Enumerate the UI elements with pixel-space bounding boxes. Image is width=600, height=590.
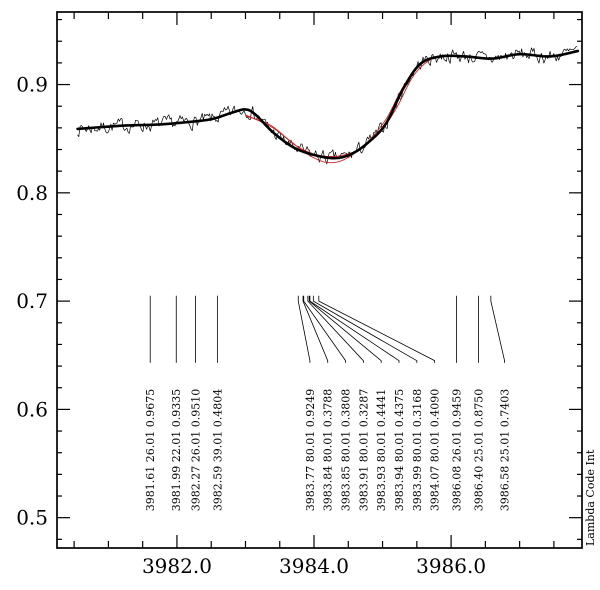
right-axis-label: Lambda Code Int — [584, 449, 597, 546]
smoothed-spectrum-line — [76, 49, 580, 160]
line-id-label: 3983.91 80.01 0.3287 — [357, 389, 370, 511]
line-id-label: 3983.93 80.01 0.4441 — [375, 389, 388, 511]
line-id-pointer — [490, 295, 505, 363]
line-id-labels: 3981.61 26.01 0.9675 3981.99 22.01 0.9335… — [144, 389, 511, 511]
axis-ticks — [57, 12, 582, 548]
line-id-label: 3986.58 25.01 0.7403 — [499, 389, 512, 511]
x-tick-label: 3982.0 — [142, 554, 212, 578]
x-tick-label: 3986.0 — [416, 554, 486, 578]
line-id-label: 3983.99 80.01 0.3168 — [411, 389, 424, 511]
line-id-label: 3984.07 80.01 0.4090 — [429, 389, 442, 511]
line-id-pointer — [302, 295, 329, 363]
line-id-label: 3986.08 26.01 0.9459 — [451, 389, 464, 511]
line-id-pointer — [312, 295, 418, 363]
line-id-markers — [149, 295, 505, 363]
y-tick-label: 0.5 — [16, 506, 48, 530]
line-id-label: 3983.94 80.01 0.4375 — [393, 389, 406, 511]
line-id-pointer — [309, 295, 400, 363]
line-id-label: 3981.61 26.01 0.9675 — [144, 389, 157, 511]
line-id-pointer — [308, 295, 382, 363]
line-id-label: 3983.77 80.01 0.9249 — [304, 389, 317, 511]
x-tick-label: 3984.0 — [279, 554, 349, 578]
plot-render-root: 3982.0 3984.0 3986.0 0.5 0.6 0.7 0.8 0.9 3981.61… — [16, 11, 583, 578]
line-id-label: 3983.84 80.01 0.3788 — [322, 389, 335, 511]
line-id-pointer — [303, 295, 346, 363]
line-id-label: 3983.85 80.01 0.3808 — [340, 389, 353, 511]
line-id-label: 3981.99 22.01 0.9335 — [170, 389, 183, 511]
y-tick-labels: 0.5 0.6 0.7 0.8 0.9 — [16, 73, 48, 530]
y-tick-label: 0.6 — [16, 397, 48, 421]
line-id-label: 3982.27 26.01 0.9510 — [189, 389, 202, 511]
y-tick-label: 0.8 — [16, 181, 48, 205]
line-id-pointer — [318, 295, 436, 363]
fit-profile-2-line — [245, 54, 448, 157]
line-id-pointer — [307, 295, 364, 363]
x-tick-labels: 3982.0 3984.0 3986.0 — [142, 554, 486, 578]
fit-profile-line — [245, 55, 438, 164]
y-tick-label: 0.9 — [16, 73, 48, 97]
line-id-label: 3982.59 39.01 0.4804 — [211, 389, 224, 511]
line-id-pointer — [297, 295, 311, 363]
line-id-label: 3986.40 25.01 0.8750 — [473, 389, 486, 511]
observed-spectrum-line — [77, 46, 578, 165]
y-tick-label: 0.7 — [16, 289, 48, 313]
